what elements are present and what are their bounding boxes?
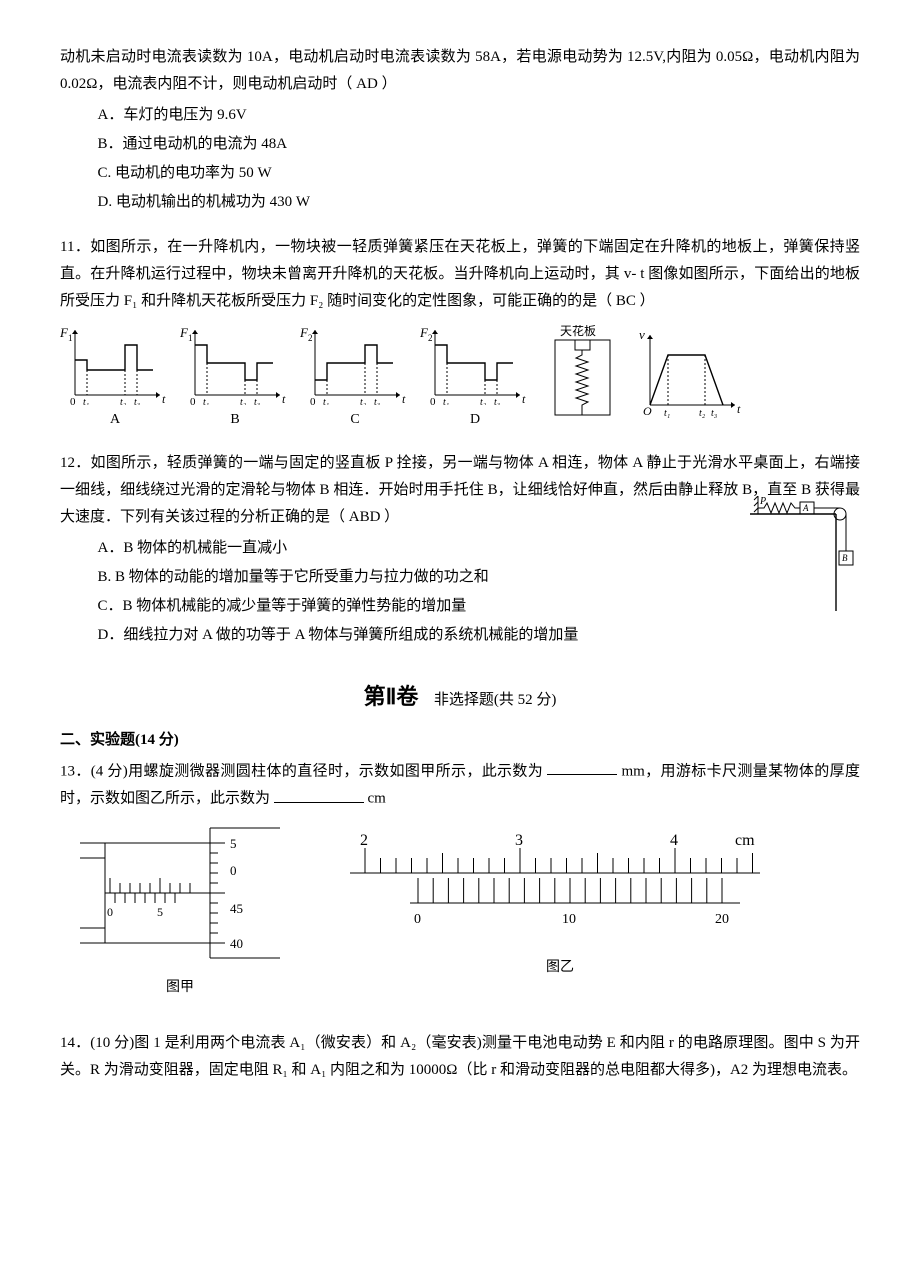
svg-text:O: O — [643, 404, 652, 418]
elevator-diagram: 天花板 — [540, 325, 625, 420]
svg-text:t₂: t₂ — [360, 397, 367, 405]
svg-text:0: 0 — [230, 863, 237, 878]
q12-opt-d: D．细线拉力对 A 做的功等于 A 物体与弹簧所组成的系统机械能的增加量 — [60, 622, 860, 649]
section2-subtitle: 非选择题(共 52 分) — [434, 692, 557, 708]
q12-diagram: P A B — [750, 496, 860, 616]
q10-opt-b: B．通过电动机的电流为 48A — [60, 131, 860, 158]
svg-text:cm: cm — [735, 832, 755, 849]
svg-text:0: 0 — [414, 912, 421, 927]
chart-d: F2 0 t t₁ t₂ t₃ — [420, 325, 530, 405]
q10-opt-c: C. 电动机的电功率为 50 W — [60, 160, 860, 187]
svg-text:t₂: t₂ — [240, 397, 247, 405]
chart-b: F1 0 t t₁ t₂ t₃ — [180, 325, 290, 405]
svg-text:5: 5 — [230, 836, 237, 851]
blank-cm — [274, 785, 364, 803]
svg-text:5: 5 — [157, 905, 163, 919]
vernier-fig: 2 3 4 cm 0 10 20 — [340, 823, 780, 953]
svg-text:0: 0 — [190, 396, 196, 405]
svg-text:t₂: t₂ — [480, 397, 487, 405]
svg-text:t: t — [522, 392, 526, 405]
chart-d-label: D — [470, 407, 480, 432]
svg-text:t₃: t₃ — [374, 397, 381, 405]
svg-text:3: 3 — [515, 832, 523, 849]
svg-text:t₁: t₁ — [323, 397, 329, 405]
q14-stem: 14．(10 分)图 1 是利用两个电流表 A₁（微安表）和 A₂（毫安表)测量… — [60, 1030, 860, 1084]
micrometer-fig: 0 5 5 0 45 40 — [80, 823, 280, 973]
svg-text:t₃: t₃ — [134, 397, 141, 405]
svg-text:0: 0 — [70, 396, 76, 405]
svg-text:t: t — [737, 402, 741, 416]
svg-text:t₃: t₃ — [711, 408, 718, 419]
svg-text:v: v — [639, 327, 645, 342]
svg-text:t₂: t₂ — [120, 397, 127, 405]
svg-text:t: t — [282, 392, 286, 405]
svg-text:2: 2 — [360, 832, 368, 849]
svg-text:10: 10 — [562, 912, 576, 927]
vt-graph: v O t t₁ t₂ t₃ — [635, 325, 745, 420]
chart-c: F2 0 t t₁ t₂ t₃ — [300, 325, 410, 405]
chart-a-label: A — [110, 407, 120, 432]
svg-text:t₁: t₁ — [203, 397, 209, 405]
q13-stem: 13．(4 分)用螺旋测微器测圆柱体的直径时，示数如图甲所示，此示数为 mm，用… — [60, 758, 860, 813]
section2-title: 第Ⅱ卷 — [364, 684, 419, 709]
chart-a: F1 0 t t₁ t₂ t₃ — [60, 325, 170, 405]
svg-text:A: A — [802, 503, 809, 513]
svg-text:t₃: t₃ — [494, 397, 501, 405]
svg-text:t: t — [402, 392, 406, 405]
blank-mm — [547, 758, 617, 776]
svg-text:2: 2 — [308, 333, 313, 343]
svg-text:t₂: t₂ — [699, 408, 706, 419]
micrometer-caption: 图甲 — [166, 975, 194, 1000]
exp-section-title: 二、实验题(14 分) — [60, 727, 860, 754]
chart-c-label: C — [350, 407, 359, 432]
section2-header: 第Ⅱ卷 非选择题(共 52 分) — [60, 677, 860, 717]
svg-text:t₁: t₁ — [443, 397, 449, 405]
svg-text:0: 0 — [430, 396, 436, 405]
chart-b-label: B — [230, 407, 239, 432]
q12-opt-a: A．B 物体的机械能一直减小 — [60, 535, 860, 562]
q11-stem: 11．如图所示，在一升降机内，一物块被一轻质弹簧紧压在天花板上，弹簧的下端固定在… — [60, 234, 860, 315]
svg-text:天花板: 天花板 — [560, 325, 596, 338]
q11-figures: F1 0 t t₁ t₂ t₃ A F1 0 t — [60, 325, 860, 432]
svg-text:1: 1 — [68, 333, 73, 343]
svg-text:45: 45 — [230, 901, 243, 916]
vernier-caption: 图乙 — [546, 955, 574, 980]
q12-opt-c: C．B 物体机械能的减少量等于弹簧的弹性势能的增加量 — [60, 593, 860, 620]
svg-text:0: 0 — [107, 905, 113, 919]
q10-opt-a: A．车灯的电压为 9.6V — [60, 102, 860, 129]
svg-text:t₃: t₃ — [254, 397, 261, 405]
svg-text:2: 2 — [428, 333, 433, 343]
q10-opt-d: D. 电动机输出的机械功为 430 W — [60, 189, 860, 216]
svg-text:B: B — [842, 553, 848, 563]
q12-opt-b: B. B 物体的动能的增加量等于它所受重力与拉力做的功之和 — [60, 564, 860, 591]
svg-text:t₁: t₁ — [83, 397, 89, 405]
svg-text:20: 20 — [715, 912, 729, 927]
q10-stem: 动机未启动时电流表读数为 10A，电动机启动时电流表读数为 58A，若电源电动势… — [60, 44, 860, 98]
svg-text:0: 0 — [310, 396, 316, 405]
svg-text:40: 40 — [230, 936, 243, 951]
svg-text:t₁: t₁ — [664, 408, 670, 419]
svg-text:1: 1 — [188, 333, 193, 343]
q13-text-c: cm — [368, 791, 386, 807]
svg-text:t: t — [162, 392, 166, 405]
q12-stem: 12．如图所示，轻质弹簧的一端与固定的竖直板 P 拴接，另一端与物体 A 相连，… — [60, 450, 860, 531]
svg-text:4: 4 — [670, 832, 678, 849]
q13-text-a: 13．(4 分)用螺旋测微器测圆柱体的直径时，示数如图甲所示，此示数为 — [60, 763, 543, 779]
